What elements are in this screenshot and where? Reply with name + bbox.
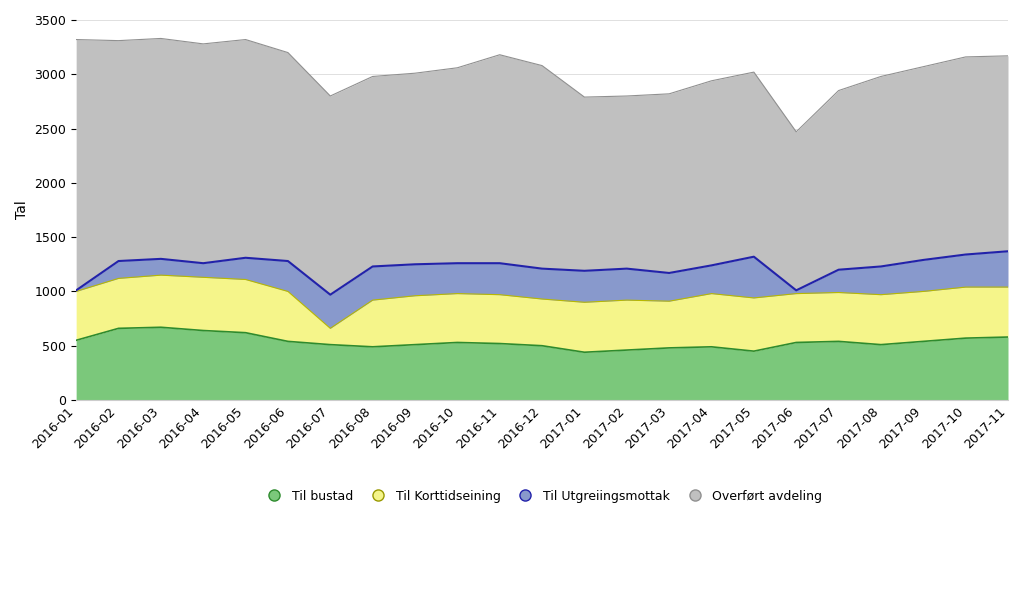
Legend: Til bustad, Til Korttidseining, Til Utgreiingsmottak, Overført avdeling: Til bustad, Til Korttidseining, Til Utgr… [257,485,828,508]
Y-axis label: Tal: Tal [15,200,29,219]
